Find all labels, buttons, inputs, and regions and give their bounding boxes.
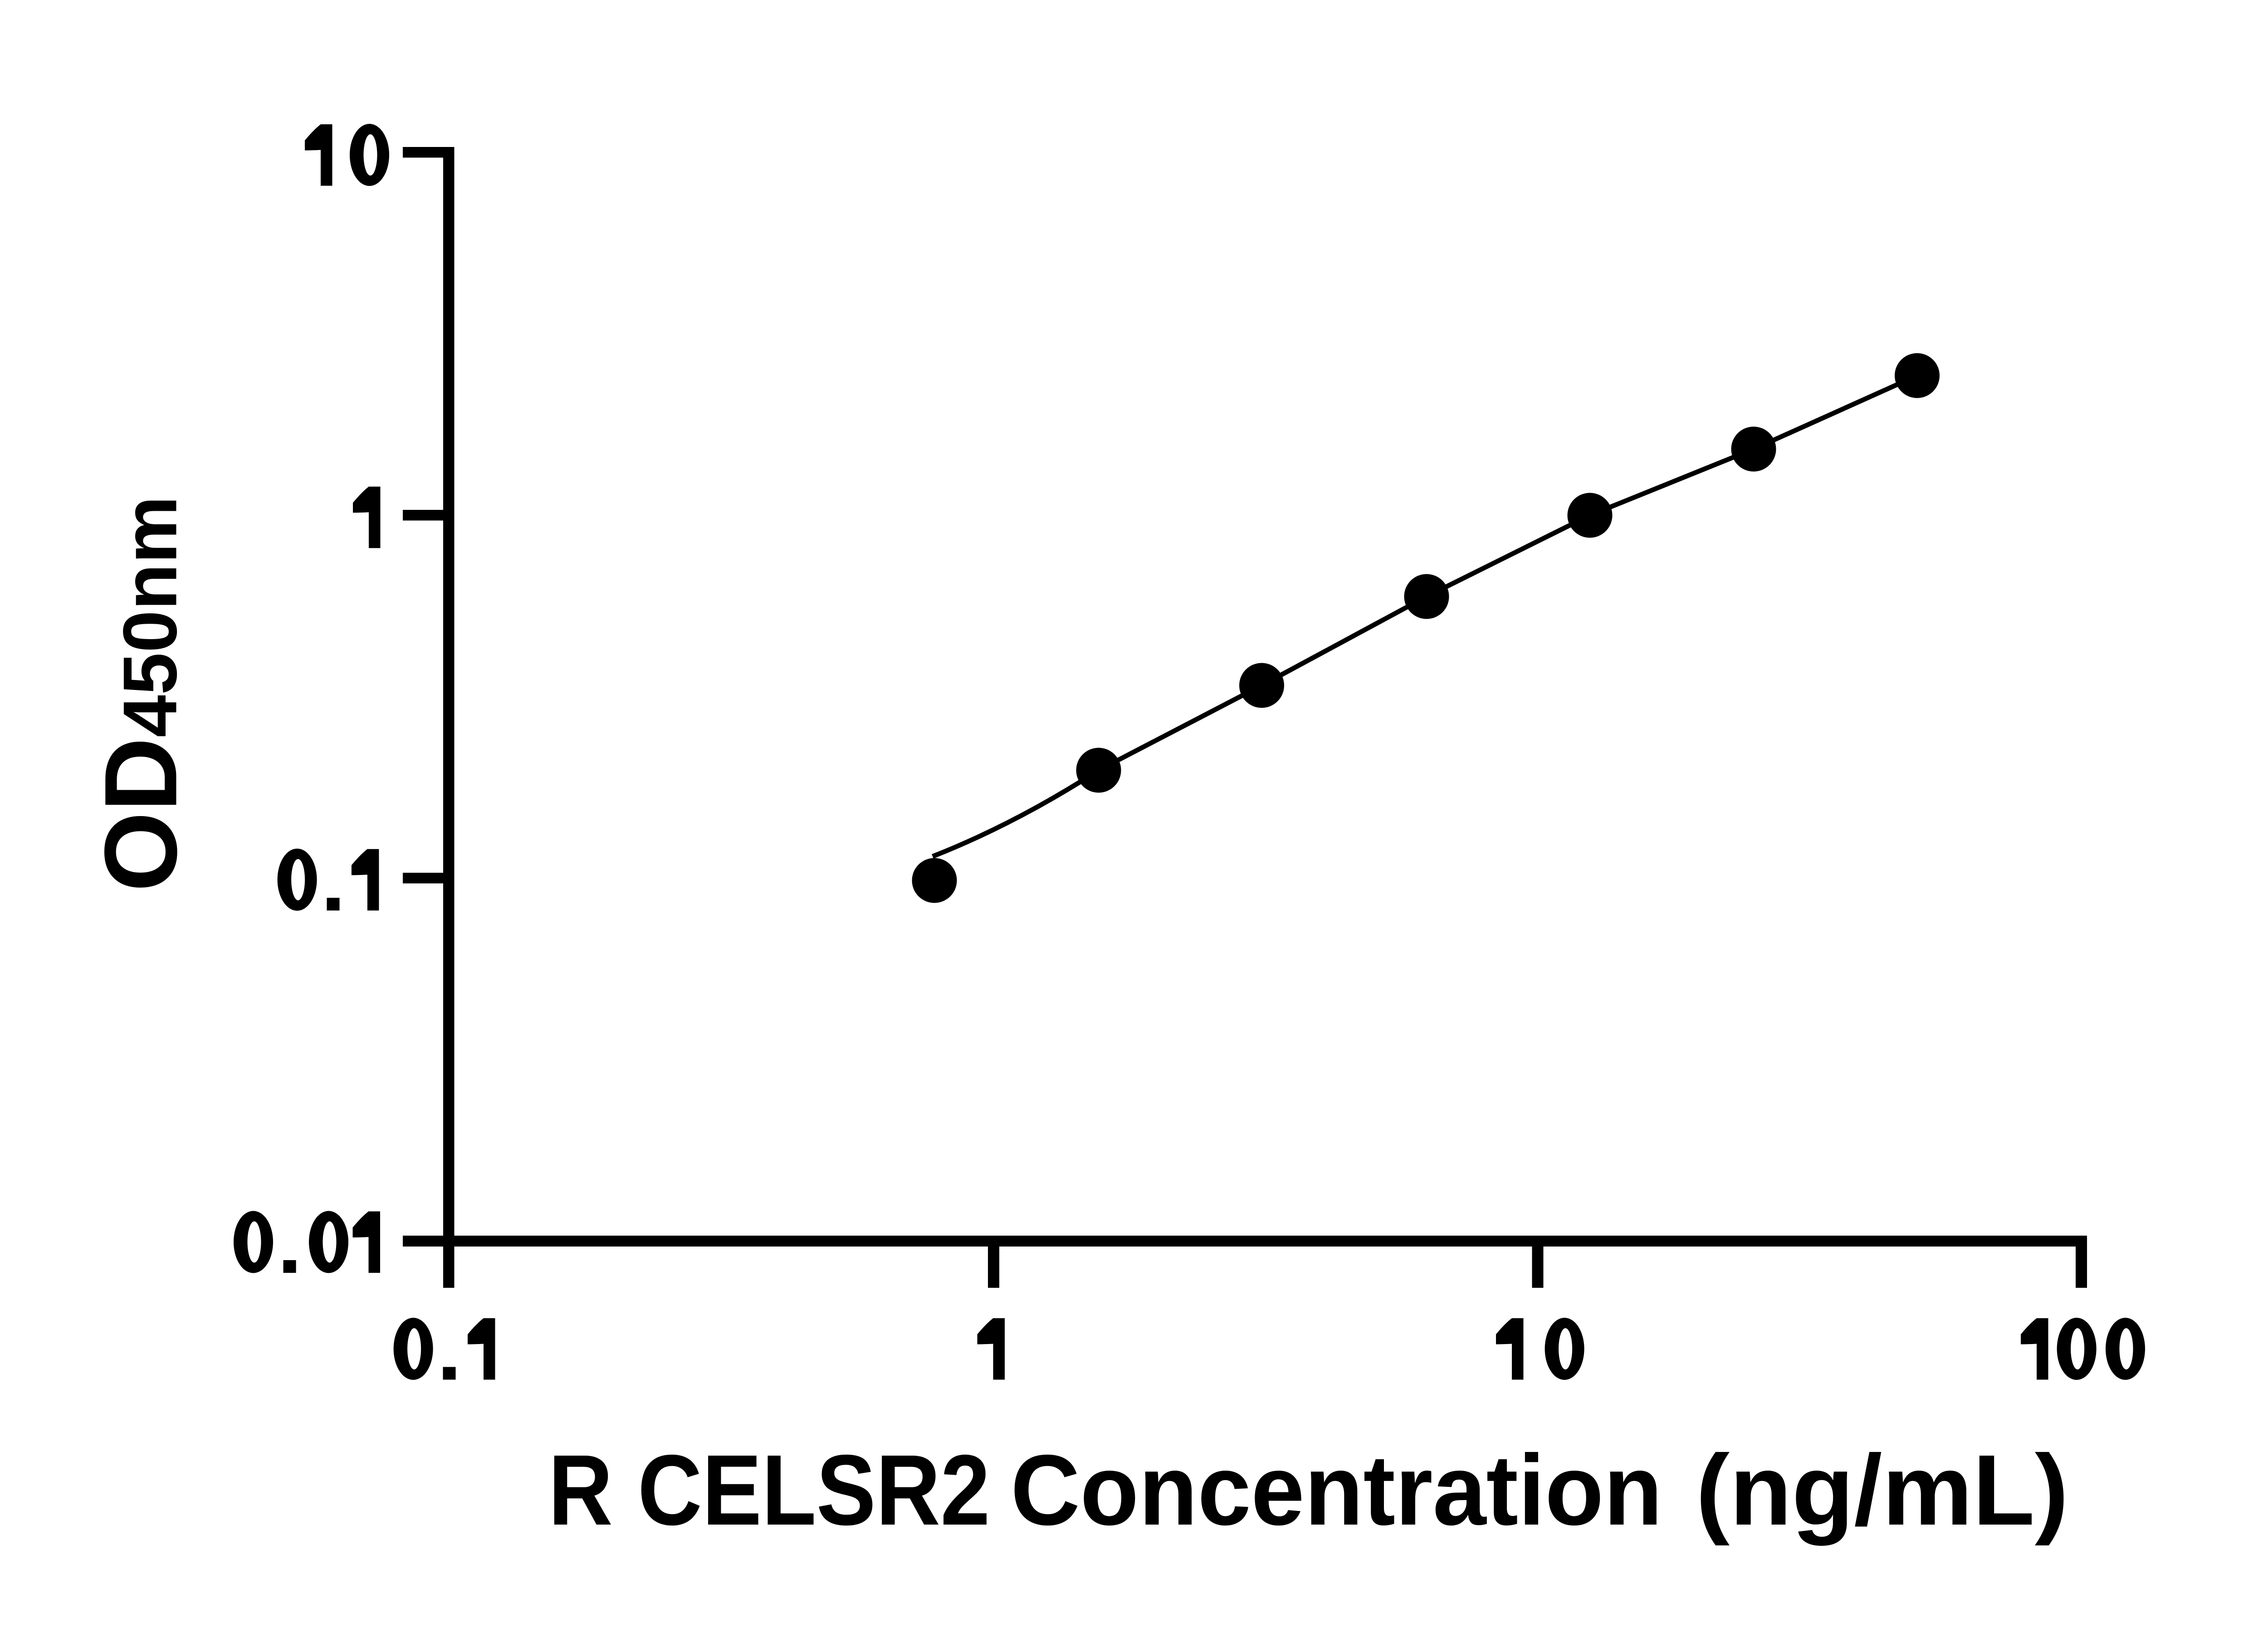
svg-text:R CELSR2: R CELSR2 (548, 1434, 990, 1546)
svg-text:Concentration: Concentration (1011, 1434, 1662, 1546)
svg-text:(ng/mL): (ng/mL) (1696, 1434, 2069, 1546)
svg-text:OD450nm: OD450nm (84, 496, 199, 892)
